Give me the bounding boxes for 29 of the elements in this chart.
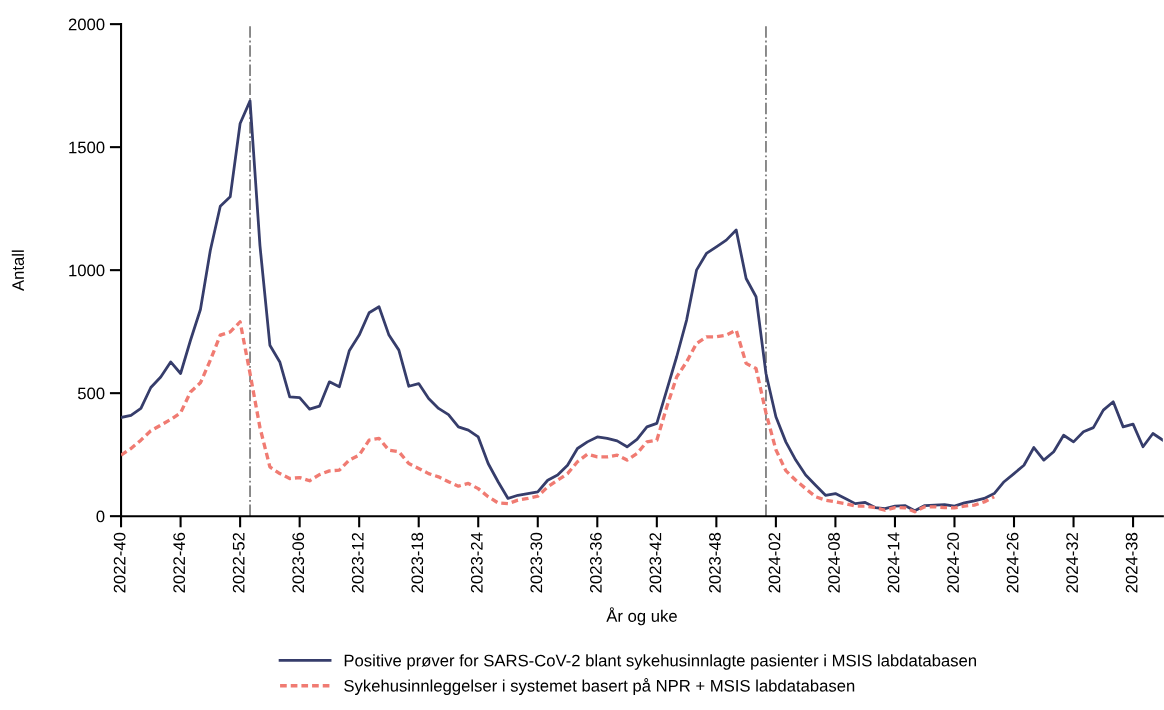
y-tick-label: 1500 [69, 141, 105, 154]
x-tick-label: 2023-36 [589, 532, 602, 593]
y-tick-label: 2000 [68, 18, 105, 31]
legend-label: Positive prøver for SARS-CoV-2 blant sykehusinnlagte pasienter i MSIS labdatabasen [344, 654, 976, 670]
x-tick-label: 2022-46 [173, 532, 186, 593]
x-tick-label: 2024-26 [1006, 532, 1019, 593]
x-tick-label: 2024-32 [1066, 532, 1079, 593]
x-tick-label: 2023-30 [530, 532, 543, 593]
x-tick-label: 2023-06 [292, 532, 305, 593]
x-tick-label: 2023-42 [649, 532, 662, 593]
y-tick-label: 1000 [69, 264, 105, 277]
line-series [121, 320, 996, 514]
y-tick-label: 500 [77, 387, 105, 400]
x-tick-label: 2022-40 [113, 532, 126, 593]
x-tick-label: 2024-38 [1125, 532, 1138, 593]
x-axis-title: År og uke [606, 607, 677, 626]
x-tick-label: 2023-24 [470, 532, 483, 593]
x-tick-label: 2023-12 [351, 532, 364, 593]
legend-label: Sykehusinnleggelser i systemet basert på NPR + MSIS labdatabasen [344, 678, 855, 695]
x-tick-label: 2024-02 [768, 532, 781, 593]
x-tick-label: 2024-14 [887, 532, 900, 593]
y-axis-title: Antall [11, 250, 24, 291]
x-tick-label: 2024-20 [947, 532, 959, 593]
x-tick-label: 2023-48 [709, 532, 721, 593]
x-tick-label: 2023-18 [411, 532, 424, 593]
x-tick-label: 2022-52 [232, 532, 245, 593]
line-series [121, 99, 1163, 513]
x-tick-label: 2024-08 [828, 532, 840, 593]
y-tick-label: 0 [96, 510, 105, 523]
